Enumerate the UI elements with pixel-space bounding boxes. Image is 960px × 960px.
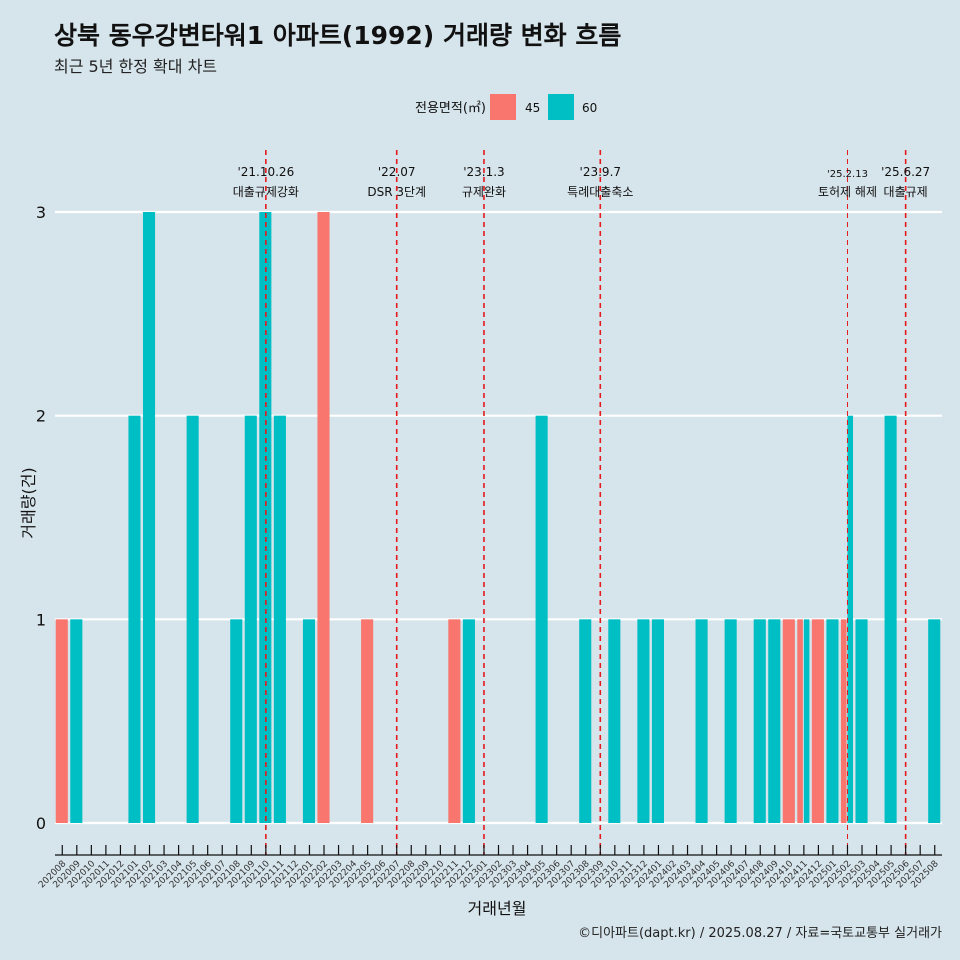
bar-60-202310 (608, 619, 621, 823)
bar-60-202108 (230, 619, 243, 823)
bar-60-202305 (535, 415, 548, 823)
event-date: '23.9.7 (580, 165, 621, 179)
bar-60-202312 (637, 619, 650, 823)
bar-60-202101 (128, 415, 141, 823)
event-label: 토허제 해제 (818, 185, 877, 199)
y-tick-label: 2 (36, 407, 46, 426)
bar-60-202105 (186, 415, 199, 823)
bar-60-202505 (884, 415, 897, 823)
event-date: '23.1.3 (463, 165, 504, 179)
bar-60-202212 (462, 619, 475, 823)
legend-swatch-45 (490, 94, 516, 120)
y-tick-label: 3 (36, 203, 46, 222)
chart-title: 상북 동우강변타워1 아파트(1992) 거래량 변화 흐름 (54, 21, 622, 50)
bar-60-202502 (847, 415, 854, 823)
legend-swatch-60 (548, 94, 574, 120)
bar-60-202503 (855, 619, 868, 823)
bar-45-202502 (840, 619, 847, 823)
y-axis: 0 1 2 3 (36, 203, 46, 833)
legend-label-60: 60 (582, 101, 597, 115)
x-axis: 2020082020092020102020112020122021012021… (37, 845, 942, 890)
bar-45-202202 (317, 212, 330, 823)
bar-45-202008 (55, 619, 68, 823)
bar-60-202409 (768, 619, 781, 823)
event-label: 규제완화 (462, 185, 506, 199)
event-label: 대출규제 (884, 185, 928, 199)
event-label: 특례대출축소 (567, 185, 633, 199)
bar-60-202408 (753, 619, 766, 823)
bar-45-202410 (782, 619, 795, 823)
bar-60-202009 (70, 619, 83, 823)
bar-60-202308 (579, 619, 592, 823)
bar-60-202401 (651, 619, 664, 823)
bars (55, 212, 941, 823)
bar-60-202110 (259, 212, 272, 823)
legend-label-45: 45 (525, 101, 540, 115)
chart-subtitle: 최근 5년 한정 확대 차트 (54, 57, 218, 76)
event-markers: '21.10.26 대출규제강화 '22.07 DSR 3단계 '23.1.3 규제완화 '… (233, 150, 930, 855)
y-axis-title: 거래량(건) (19, 467, 38, 538)
event-date: '25.2.13 (827, 169, 868, 180)
bar-60-202411 (803, 619, 810, 823)
bar-60-202404 (695, 619, 708, 823)
event-label: 대출규제강화 (233, 185, 299, 199)
bar-45-202211 (448, 619, 461, 823)
bar-60-202111 (273, 415, 286, 823)
y-tick-label: 0 (36, 814, 46, 833)
event-date: '25.6.27 (881, 165, 930, 179)
x-axis-title: 거래년월 (468, 899, 527, 918)
bar-60-202508 (928, 619, 941, 823)
bar-45-202411 (797, 619, 803, 823)
bar-60-202406 (724, 619, 737, 823)
source-caption: ©디아파트(dapt.kr) / 2025.08.27 / 자료=국토교통부 실… (578, 926, 942, 941)
event-date: '21.10.26 (237, 165, 294, 179)
bar-60-202201 (302, 619, 316, 823)
legend-title: 전용면적(㎡) (415, 101, 486, 116)
bar-45-202412 (811, 619, 824, 823)
bar-60-202102 (142, 212, 156, 823)
y-tick-label: 1 (36, 610, 46, 629)
legend: 전용면적(㎡) 45 60 (415, 94, 597, 120)
bar-45-202205 (361, 619, 374, 823)
bar-60-202501 (826, 619, 839, 823)
event-date: '22.07 (378, 165, 416, 179)
bar-60-202109 (244, 415, 257, 823)
event-label: DSR 3단계 (367, 185, 426, 199)
